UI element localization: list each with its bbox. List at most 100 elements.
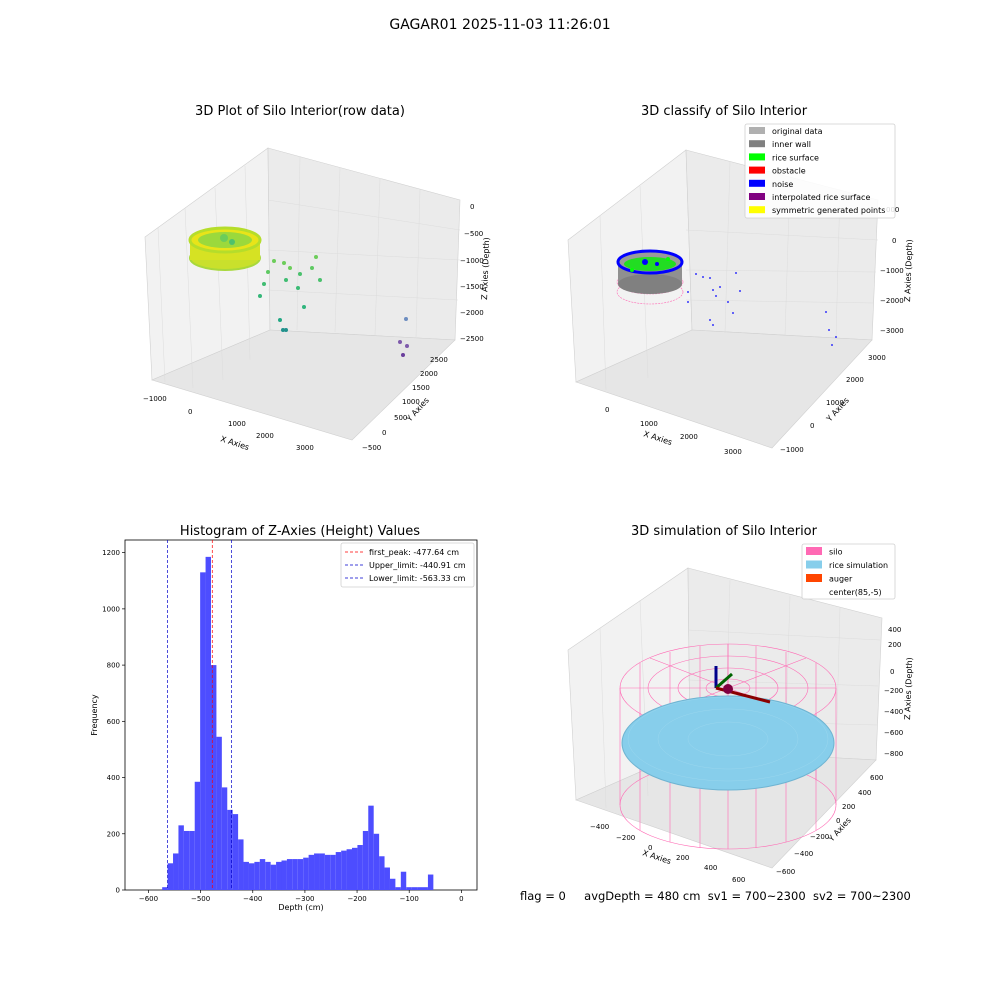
histogram-bar: [281, 860, 287, 890]
footer-sv2: sv2 = 700~2300: [812, 889, 911, 903]
histogram-y-tick-label: 800: [107, 662, 120, 670]
plot2-x-ticks: 0 1000 2000 3000: [605, 406, 742, 456]
histogram-bar: [335, 852, 342, 890]
plot4-rice-surface: [621, 695, 835, 791]
histogram-y-tick-label: 600: [107, 718, 120, 726]
plot1-zlabel: Z Axies (Depth): [480, 237, 491, 300]
histogram-reference-lines: [167, 540, 232, 890]
plot1-ring: [188, 226, 262, 271]
plot1-ytick: 0: [382, 429, 386, 437]
plot4-title: 3D simulation of Silo Interior: [631, 524, 817, 539]
plot4-zlabel: Z Axies (Depth): [903, 657, 914, 720]
histogram-bar: [314, 853, 320, 890]
simulation-legend-swatch: [806, 574, 822, 582]
plot4-ytick: 200: [842, 803, 855, 811]
histogram-bar: [395, 887, 401, 890]
plot1-xtick: −1000: [143, 395, 167, 403]
histogram-bar: [379, 856, 385, 890]
histogram-bar: [389, 878, 396, 890]
histogram-bar: [330, 854, 336, 890]
plot1-xtick: 0: [188, 408, 192, 416]
histogram-bar: [238, 839, 244, 890]
plot4-xlabel: X Axies: [641, 848, 672, 866]
plot1-xtick: 1000: [228, 420, 246, 428]
classify-legend-swatch: [749, 166, 765, 174]
histogram-x-tick-label: −500: [191, 895, 210, 903]
histogram-bar: [270, 864, 277, 890]
plot4-ytick: −600: [776, 868, 795, 876]
plot2-ztick: −1000: [880, 267, 904, 275]
histogram-y-tick-label: 400: [107, 774, 120, 782]
histogram-bar: [422, 887, 428, 890]
classify-legend-label: obstacle: [772, 167, 806, 176]
histogram-bar: [248, 863, 255, 890]
plot2-legend: original data inner wall rice surface obsta…: [744, 123, 896, 219]
histogram-legend: first_peak: -477.64 cm Upper_limit: -440.…: [340, 542, 475, 588]
histogram-bar: [341, 850, 347, 890]
histogram-bar: [210, 665, 217, 890]
plot4-ztick: 400: [888, 626, 901, 634]
histogram-bar: [411, 887, 418, 890]
plot2-y-ticks: −1000 0 1000 2000 3000: [780, 354, 886, 454]
histogram-bar: [292, 859, 298, 890]
plot2-title: 3D classify of Silo Interior: [640, 104, 808, 119]
plot1-ztick: −1000: [460, 257, 484, 265]
plot4-z-ticks: 400 200 0 −200 −400 −600 −800: [884, 626, 903, 758]
plot2-ytick: −1000: [780, 446, 804, 454]
histogram-y-tick-label: 1000: [102, 605, 120, 613]
histogram-legend-label: Upper_limit: -440.91 cm: [369, 561, 466, 570]
simulation-legend-label: center(85,-5): [829, 588, 882, 597]
histogram-bar: [232, 814, 239, 890]
plot2-ytick: 2000: [846, 376, 864, 384]
classify-legend-swatch: [749, 179, 765, 187]
classify-legend-label: interpolated rice surface: [772, 193, 870, 202]
footer-status: flag = 0 avgDepth = 480 cm sv1 = 700~230…: [520, 889, 911, 903]
footer-sv1: sv1 = 700~2300: [707, 889, 806, 903]
simulation-legend-swatch: [806, 560, 822, 569]
plot1-ztick: −2000: [460, 309, 484, 317]
plot1-ztick: −500: [464, 230, 483, 238]
plot4-xtick: 200: [676, 854, 689, 862]
plot2-noise-points: [687, 272, 837, 346]
plot4-ytick: −400: [794, 850, 813, 858]
classify-legend-label: noise: [772, 180, 793, 189]
plot2-xtick: 3000: [724, 448, 742, 456]
histogram-bar: [254, 861, 260, 890]
histogram-legend-label: Lower_limit: -563.33 cm: [369, 574, 466, 583]
histogram-bars: [162, 556, 434, 890]
histogram-bar: [194, 781, 201, 890]
plot2-xtick: 2000: [680, 433, 698, 441]
plot4-xtick: −400: [590, 823, 609, 831]
plot4-xtick: 400: [704, 864, 717, 872]
histogram-bar: [346, 849, 353, 890]
histogram-bar: [406, 887, 412, 890]
histogram-y-ticks: 0 200 400 600 800 1000 1200: [102, 549, 125, 895]
plot1-gridlines: [157, 156, 461, 389]
figure-title: GAGAR01 2025-11-03 11:26:01: [389, 17, 611, 33]
plot2-ytick: 0: [810, 422, 814, 430]
plot4-ytick: −200: [810, 833, 829, 841]
plot1-ytick: 500: [394, 414, 407, 422]
histogram-bar: [417, 887, 423, 890]
plot2-xtick: 0: [605, 406, 609, 414]
histogram-bar: [221, 787, 228, 890]
plot1-ytick: 1500: [412, 384, 430, 392]
classify-legend-label: inner wall: [772, 140, 811, 149]
histogram-bar: [162, 887, 168, 890]
histogram-y-tick-label: 1200: [102, 549, 120, 557]
histogram-bar: [178, 825, 184, 890]
plot2-ztick: −2000: [880, 297, 904, 305]
plot1-ztick: −1500: [460, 283, 484, 291]
plot1-y-ticks: −500 0 500 1000 1500 2000 2500: [362, 356, 448, 452]
simulation-legend-swatch: [806, 547, 822, 555]
histogram-bar: [276, 861, 282, 890]
histogram-bar: [200, 572, 206, 890]
histogram-bar: [384, 867, 390, 890]
histogram-bar: [427, 874, 434, 890]
plot4-ztick: −400: [884, 708, 903, 716]
histogram-bar: [362, 830, 369, 890]
classify-legend-swatch: [749, 153, 765, 161]
